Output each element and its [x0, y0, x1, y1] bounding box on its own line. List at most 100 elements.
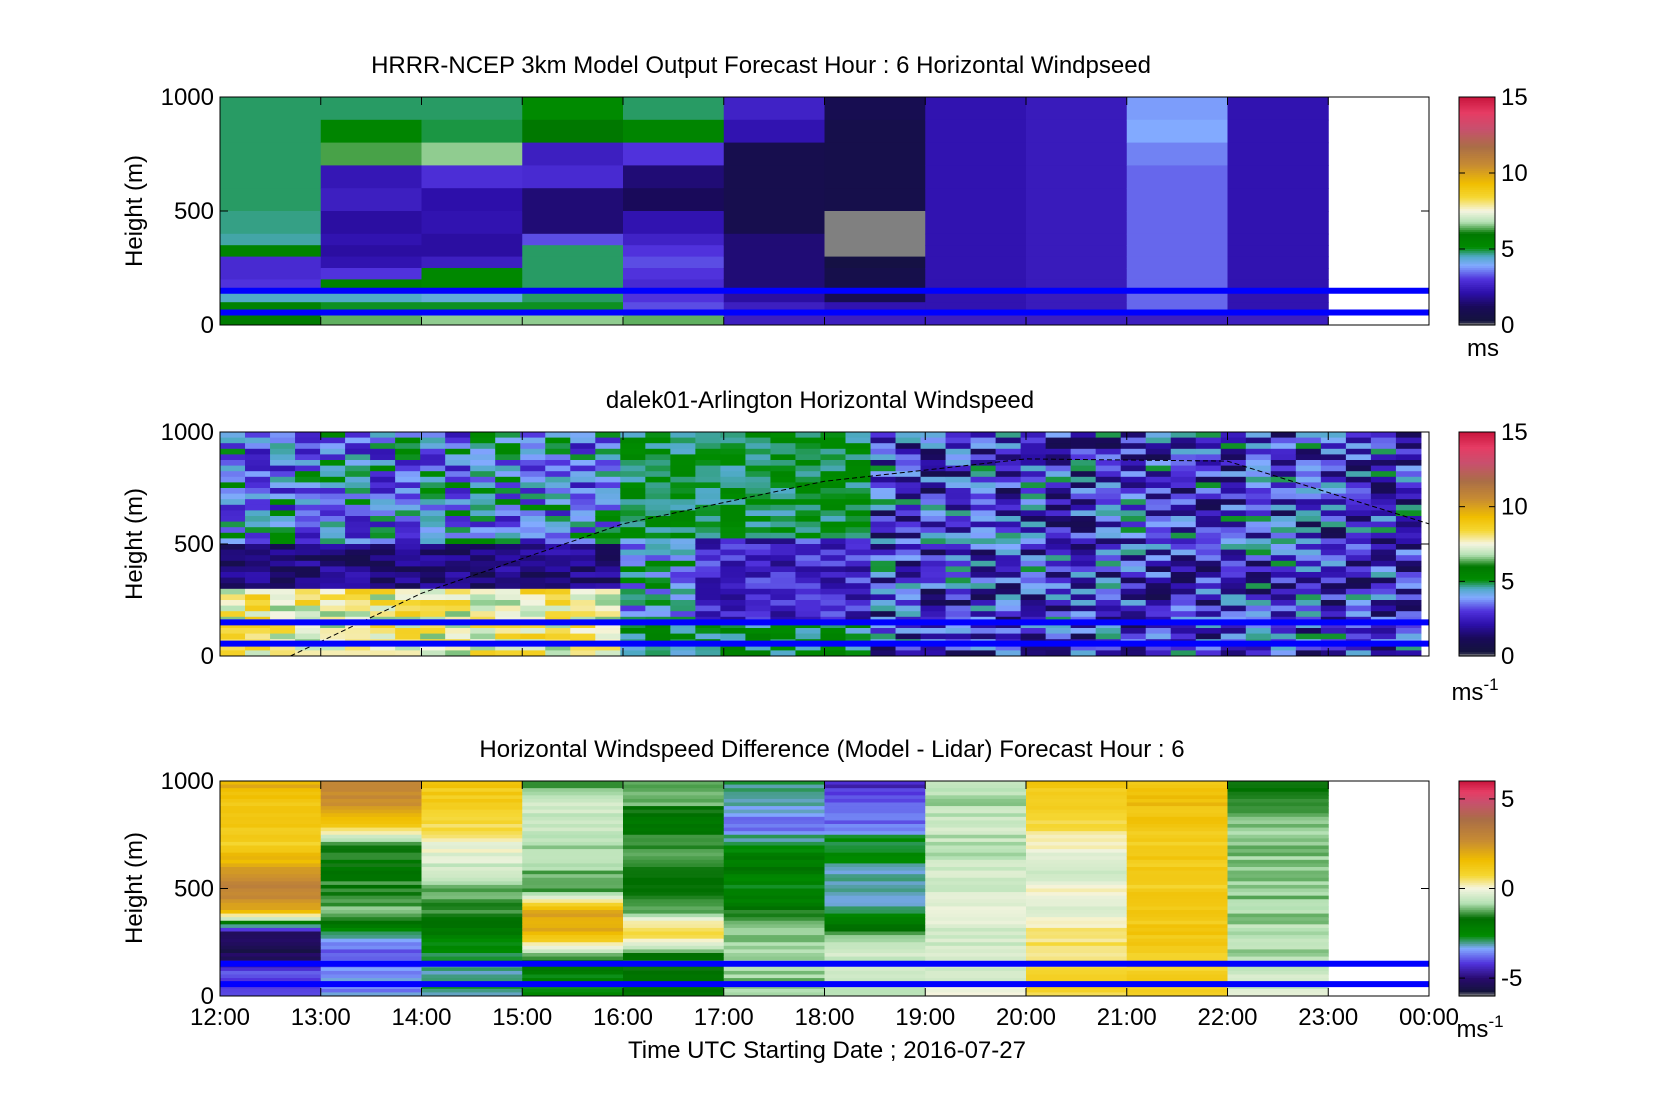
colorbar-swatch	[1459, 960, 1495, 963]
heatmap-cell	[220, 781, 322, 786]
heatmap-cell	[1070, 544, 1097, 551]
heatmap-cell	[320, 611, 346, 618]
heatmap-cell	[320, 945, 422, 950]
heatmap-cell	[1120, 583, 1147, 590]
heatmap-cell	[920, 516, 947, 523]
heatmap-cell	[620, 532, 646, 539]
heatmap-cell	[645, 560, 671, 567]
heatmap-cell	[470, 443, 496, 450]
heatmap-cell	[670, 476, 696, 483]
x-tick-label: 13:00	[291, 1004, 351, 1031]
heatmap-cell	[1227, 834, 1329, 839]
heatmap-cell	[995, 465, 1022, 472]
heatmap-cell	[1245, 482, 1272, 489]
heatmap-cell	[445, 443, 471, 450]
colorbar-swatch	[1459, 832, 1495, 836]
heatmap-cell	[1095, 432, 1122, 439]
heatmap-cell	[1245, 555, 1272, 562]
heatmap-cell	[970, 605, 997, 612]
heatmap-cell	[270, 644, 296, 651]
heatmap-cell	[824, 895, 926, 900]
heatmap-cell	[745, 560, 771, 567]
heatmap-cell	[1145, 493, 1172, 500]
heatmap-cell	[1195, 594, 1222, 601]
heatmap-cell	[920, 594, 947, 601]
heatmap-cell	[220, 974, 322, 979]
colorbar-swatch	[1459, 547, 1495, 551]
heatmap-cell	[1026, 920, 1128, 925]
heatmap-cell	[824, 784, 926, 789]
heatmap-cell	[245, 499, 271, 506]
colorbar-swatch	[1459, 98, 1495, 102]
heatmap-cell	[670, 443, 696, 450]
heatmap-cell	[895, 600, 922, 607]
heatmap-cell	[824, 935, 926, 940]
heatmap-cell	[1126, 816, 1228, 821]
heatmap-cell	[395, 605, 421, 612]
heatmap-cell	[245, 633, 271, 640]
heatmap-cell	[520, 527, 546, 534]
heatmap-cell	[1220, 588, 1247, 595]
heatmap-cell	[495, 611, 521, 618]
colorbar-swatch	[1459, 269, 1495, 273]
heatmap-cell	[745, 516, 771, 523]
heatmap-cell	[745, 549, 771, 556]
heatmap-cell	[295, 600, 321, 607]
colorbar-swatch	[1459, 622, 1495, 625]
colorbar-swatch	[1459, 201, 1495, 204]
colorbar-swatch	[1459, 924, 1495, 927]
heatmap-cell	[695, 482, 721, 489]
colorbar-swatch	[1459, 933, 1495, 936]
heatmap-cell	[220, 902, 322, 907]
colorbar-swatch	[1459, 806, 1495, 809]
colorbar-swatch	[1459, 197, 1495, 201]
heatmap-cell	[995, 594, 1022, 601]
heatmap-cell	[670, 527, 696, 534]
heatmap-cell	[1126, 809, 1228, 814]
heatmap-cell	[970, 471, 997, 478]
heatmap-cell	[995, 644, 1022, 651]
heatmap-cell	[720, 432, 746, 439]
colorbar-swatch	[1459, 793, 1495, 796]
colorbar-swatch	[1459, 195, 1495, 199]
heatmap-cell	[1195, 443, 1222, 450]
colorbar-swatch	[1459, 620, 1495, 623]
heatmap-cell	[723, 970, 825, 975]
heatmap-cell	[895, 549, 922, 556]
heatmap-cell	[420, 583, 446, 590]
heatmap-cell	[824, 927, 926, 932]
heatmap-cell	[570, 448, 596, 455]
heatmap-cell	[1295, 510, 1322, 517]
colorbar-swatch	[1459, 956, 1495, 959]
colorbar-frame	[1458, 96, 1496, 326]
heatmap-cell	[1126, 211, 1228, 235]
heatmap-cell	[945, 516, 972, 523]
heatmap-cell	[220, 516, 246, 523]
heatmap-cell	[1270, 448, 1297, 455]
heatmap-cell	[820, 437, 846, 444]
heatmap-cell	[723, 881, 825, 886]
heatmap-cell	[545, 560, 571, 567]
heatmap-cell	[445, 476, 471, 483]
colorbar-swatch	[1459, 254, 1495, 258]
heatmap-cell	[1370, 633, 1397, 640]
heatmap-cell	[320, 831, 422, 836]
heatmap-cell	[920, 633, 947, 640]
heatmap-cell	[445, 594, 471, 601]
heatmap-cell	[670, 583, 696, 590]
colorbar-swatch	[1459, 252, 1495, 256]
heatmap-cell	[320, 443, 346, 450]
heatmap-cell	[895, 527, 922, 534]
heatmap-cell	[320, 802, 422, 807]
heatmap-cell	[1070, 527, 1097, 534]
heatmap-cell	[1170, 432, 1197, 439]
heatmap-cell	[970, 516, 997, 523]
colorbar-swatch	[1459, 275, 1495, 279]
heatmap-cell	[1045, 476, 1072, 483]
heatmap-cell	[220, 268, 322, 280]
heatmap-cell	[720, 588, 746, 595]
heatmap-cell	[645, 588, 671, 595]
heatmap-cell	[1395, 460, 1422, 467]
heatmap-cell	[645, 583, 671, 590]
